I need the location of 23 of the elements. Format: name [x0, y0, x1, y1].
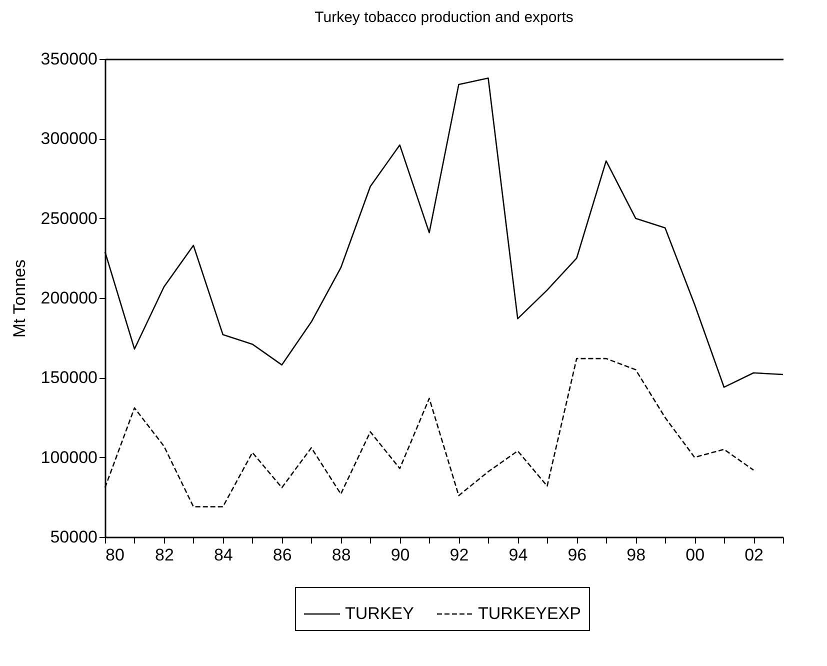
x-tick-label: 00 — [686, 546, 705, 564]
x-tick-label: 94 — [508, 546, 528, 564]
y-tick-label: 350000 — [40, 50, 98, 68]
y-tick-label: 100000 — [40, 448, 98, 467]
x-tick-label: 80 — [106, 546, 124, 564]
x-tick-label: 88 — [332, 546, 351, 564]
y-tick-label: 200000 — [40, 288, 98, 308]
x-tick-label: 98 — [626, 546, 646, 564]
y-axis-title: Mt Tonnes — [10, 259, 29, 338]
chart-title: Turkey tobacco production and exports — [314, 9, 574, 26]
x-tick-label: 96 — [568, 546, 587, 564]
y-tick-label: 150000 — [40, 368, 98, 388]
legend-label: TURKEYEXP — [478, 604, 581, 623]
y-tick-label: 250000 — [40, 208, 98, 228]
x-tick-label: 92 — [450, 546, 469, 564]
y-tick-label: 300000 — [40, 129, 98, 148]
x-tick-label: 02 — [744, 546, 764, 564]
x-tick-label: 90 — [390, 546, 410, 564]
y-tick-label: 50000 — [50, 528, 98, 546]
x-tick-label: 82 — [154, 546, 174, 564]
legend-label: TURKEY — [345, 604, 414, 623]
x-tick-label: 86 — [272, 546, 292, 564]
x-tick-label: 84 — [214, 546, 233, 564]
